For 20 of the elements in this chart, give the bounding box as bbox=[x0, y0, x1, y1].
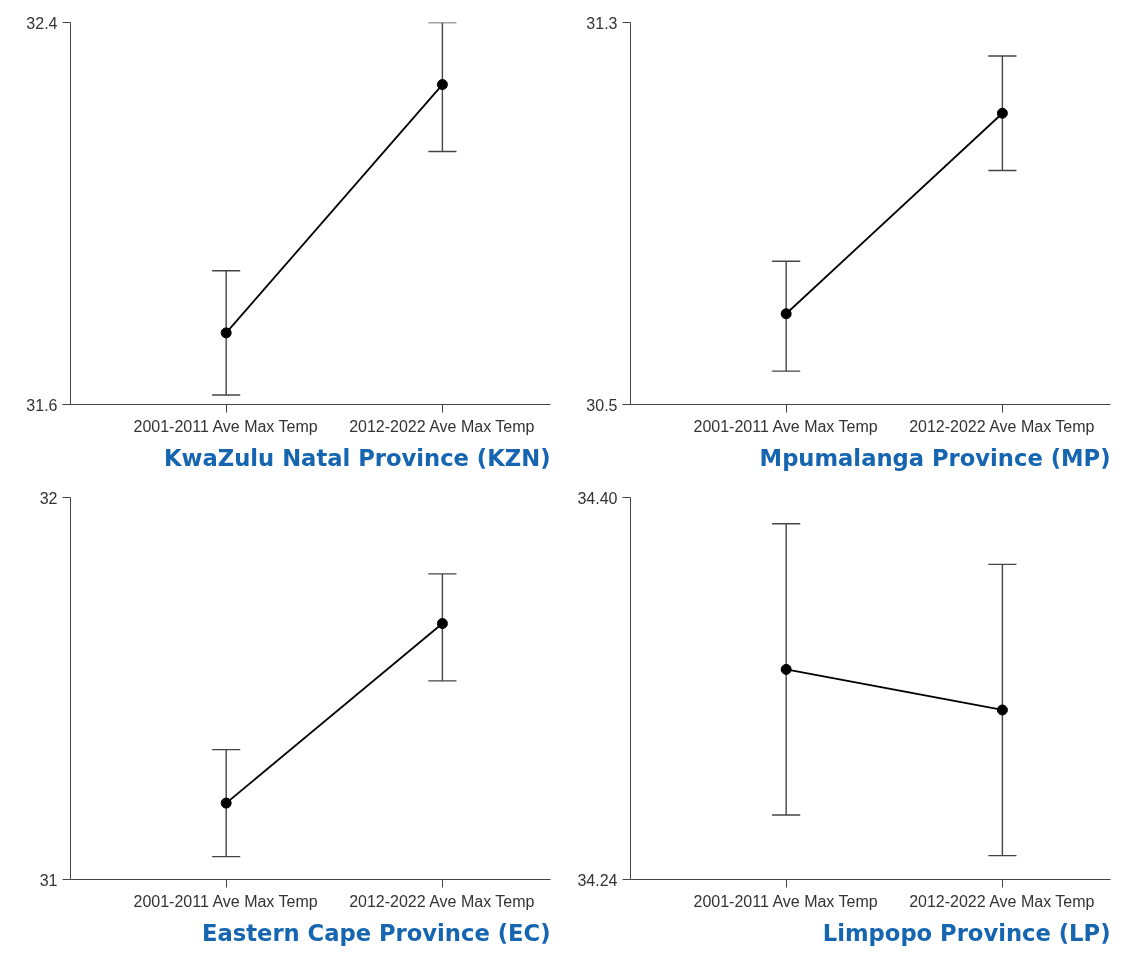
y-tick-label: 34.40 bbox=[577, 489, 618, 507]
y-tick-label: 31.3 bbox=[586, 14, 618, 32]
text: Mpumalanga Province (MP) bbox=[759, 444, 1111, 471]
text: Limpopo Province (LP) bbox=[822, 919, 1111, 946]
text: Eastern Cape Province (EC) bbox=[201, 919, 551, 946]
y-tick-label: 34.24 bbox=[577, 871, 618, 889]
y-tick-label: 31 bbox=[39, 871, 58, 889]
x-tick-label: 2012-2022 Ave Max Temp bbox=[349, 417, 535, 435]
x-tick-label: 2001-2011 Ave Max Temp bbox=[693, 892, 878, 910]
x-tick-label: 2012-2022 Ave Max Temp bbox=[909, 417, 1095, 435]
text: KwaZulu Natal Province (KZN) bbox=[164, 444, 551, 471]
x-tick-label: 2012-2022 Ave Max Temp bbox=[349, 892, 535, 910]
y-tick-label: 32 bbox=[39, 489, 58, 507]
x-tick-label: 2001-2011 Ave Max Temp bbox=[133, 892, 318, 910]
x-tick-label: 2001-2011 Ave Max Temp bbox=[133, 417, 318, 435]
y-tick-label: 32.4 bbox=[26, 14, 58, 32]
y-tick-label: 30.5 bbox=[586, 396, 618, 414]
y-tick-label: 31.6 bbox=[26, 396, 58, 414]
x-tick-label: 2012-2022 Ave Max Temp bbox=[909, 892, 1095, 910]
x-tick-label: 2001-2011 Ave Max Temp bbox=[693, 417, 878, 435]
